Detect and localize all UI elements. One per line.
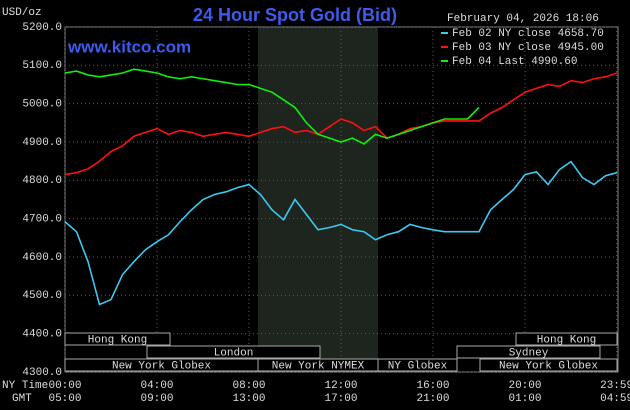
y-tick-label: 5100.0 [22, 60, 62, 72]
gmt-tick-label: 13:00 [232, 393, 265, 405]
y-tick-label: 4700.0 [22, 214, 62, 226]
series-line [64, 160, 618, 306]
x-tick-label: 08:00 [232, 380, 265, 392]
session-label: Hong Kong [537, 334, 596, 346]
session-label: Hong Kong [88, 334, 147, 346]
session-label: Sydney [509, 347, 549, 359]
x-tick-label: 04:00 [140, 380, 173, 392]
legend-label: Feb 04 Last 4990.60 [452, 56, 577, 68]
y-tick-label: 4300.0 [22, 367, 62, 379]
gmt-tick-label: 17:00 [324, 393, 357, 405]
x-tick-label: 00:00 [48, 380, 81, 392]
series-line [64, 72, 618, 176]
session-label: London [214, 347, 254, 359]
session-label: New York NYMEX [272, 360, 365, 372]
session-bar [377, 358, 458, 372]
chart-title: 24 Hour Spot Gold (Bid) [193, 5, 397, 25]
session-label: New York Globex [112, 360, 211, 372]
x-tick-label: 12:00 [324, 380, 357, 392]
session-label: NY Globex [388, 360, 448, 372]
y-tick-label: 5000.0 [22, 99, 62, 111]
gmt-tick-label: 21:00 [416, 393, 449, 405]
y-axis-label: USD/oz [2, 7, 42, 19]
y-tick-label: 4900.0 [22, 137, 62, 149]
y-tick-label: 4500.0 [22, 290, 62, 302]
y-tick-label: 4400.0 [22, 329, 62, 341]
session-label: New York Globex [499, 360, 598, 372]
gmt-tick-label: 04:59 [600, 393, 630, 405]
legend-label: Feb 03 NY close 4945.00 [452, 42, 604, 54]
session-shade [258, 27, 378, 372]
session-bar [146, 345, 321, 359]
x-tick-label: 23:59 [600, 380, 630, 392]
session-bar [515, 332, 618, 346]
session-bar [456, 345, 601, 359]
date-label: February 04, 2026 18:06 [447, 13, 599, 25]
x-tick-label: 16:00 [416, 380, 449, 392]
gmt-tick-label: 01:00 [508, 393, 541, 405]
legend-label: Feb 02 NY close 4658.70 [452, 28, 604, 40]
y-tick-label: 4800.0 [22, 175, 62, 187]
x-axis-name: NY Time [2, 380, 48, 392]
series-line [64, 68, 480, 145]
x-axis-name: GMT [12, 393, 32, 405]
y-tick-label: 4600.0 [22, 252, 62, 264]
gmt-tick-label: 09:00 [140, 393, 173, 405]
subtitle: www.kitco.com [67, 37, 191, 56]
session-bar [64, 332, 171, 346]
gmt-tick-label: 05:00 [48, 393, 81, 405]
y-tick-label: 5200.0 [22, 22, 62, 34]
x-tick-label: 20:00 [508, 380, 541, 392]
session-bar [479, 358, 618, 372]
